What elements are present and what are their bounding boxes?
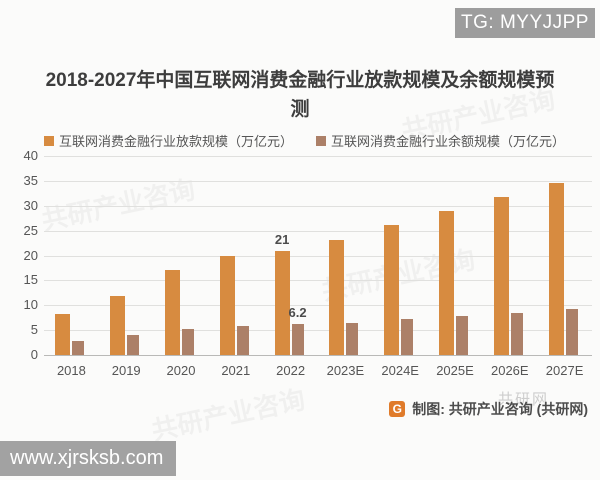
tg-watermark-badge: TG: MYYJJPP bbox=[455, 8, 595, 38]
x-axis-tick-label: 2023E bbox=[326, 363, 365, 378]
bar-loan-2024E bbox=[384, 225, 400, 355]
gridline bbox=[44, 330, 592, 332]
x-axis-tick-label: 2025E bbox=[436, 363, 474, 378]
bar-loan-2020 bbox=[165, 270, 180, 355]
bar-balance-2025E bbox=[456, 315, 468, 355]
x-axis-tick-label: 2024E bbox=[381, 363, 419, 378]
bar-loan-2022 bbox=[274, 250, 290, 355]
y-axis-tick-label: 0 bbox=[30, 347, 38, 362]
bar-balance-2024E bbox=[401, 319, 414, 355]
chart-credit-footer: G 制图: 共研产业咨询 (共研网) bbox=[389, 399, 588, 419]
y-axis-tick-label: 15 bbox=[23, 272, 38, 288]
bar-balance-2023E bbox=[346, 322, 359, 355]
credit-text: 制图: 共研产业咨询 (共研网) bbox=[412, 401, 588, 417]
gridline bbox=[44, 280, 592, 282]
gridline bbox=[44, 180, 592, 182]
bar-loan-2018 bbox=[55, 314, 71, 355]
chart-title: 2018-2027年中国互联网消费金融行业放款规模及余额规模预测 bbox=[45, 70, 555, 120]
y-axis-tick-label: 30 bbox=[23, 197, 38, 213]
gongyan-logo-icon: G bbox=[389, 401, 406, 417]
legend: 互联网消费金融行业放款规模（万亿元） 互联网消费金融行业余额规模（万亿元） bbox=[0, 131, 600, 149]
x-axis-tick-label: 2020 bbox=[166, 363, 196, 378]
gridline bbox=[44, 305, 592, 307]
y-axis-tick-label: 5 bbox=[30, 322, 38, 338]
gridline bbox=[44, 205, 592, 207]
data-label-2022-s0: 21 bbox=[274, 231, 290, 247]
bar-balance-2021 bbox=[236, 326, 249, 355]
bar-balance-2022 bbox=[291, 324, 304, 355]
gridline bbox=[44, 255, 592, 257]
y-axis-tick-label: 40 bbox=[23, 148, 38, 163]
footer-watermark: 共研网 bbox=[498, 391, 550, 408]
bar-balance-2027E bbox=[565, 309, 578, 355]
x-axis-tick-label: 2021 bbox=[221, 363, 251, 378]
legend-label-balance: 互联网消费金融行业余额规模（万亿元） bbox=[331, 134, 566, 149]
bar-loan-2023E bbox=[329, 239, 345, 355]
x-axis-tick-label: 2019 bbox=[111, 363, 141, 378]
bar-loan-2025E bbox=[439, 210, 454, 355]
x-axis-line bbox=[44, 355, 592, 356]
bar-loan-2027E bbox=[548, 183, 564, 355]
bar-loan-2019 bbox=[110, 296, 126, 355]
legend-label-loan: 互联网消费金融行业放款规模（万亿元） bbox=[59, 134, 294, 149]
legend-item-loan-scale: 互联网消费金融行业放款规模（万亿元） bbox=[44, 131, 293, 150]
y-axis-tick-label: 35 bbox=[23, 172, 38, 188]
bar-loan-2021 bbox=[219, 255, 235, 355]
bar-balance-2026E bbox=[510, 312, 523, 355]
website-watermark-bar: www.xjrsksb.com bbox=[0, 441, 176, 476]
bar-balance-2020 bbox=[182, 329, 194, 355]
y-axis-tick-label: 10 bbox=[23, 297, 38, 313]
y-axis-tick-label: 20 bbox=[23, 247, 38, 263]
gridline bbox=[44, 230, 592, 232]
x-axis-tick-label: 2026E bbox=[490, 363, 529, 378]
bar-loan-2026E bbox=[493, 197, 509, 355]
legend-swatch-balance bbox=[316, 135, 326, 146]
gridline bbox=[44, 156, 592, 157]
y-axis-tick-label: 25 bbox=[23, 222, 38, 238]
legend-swatch-loan bbox=[44, 135, 54, 146]
bar-balance-2019 bbox=[127, 335, 140, 355]
data-label-2022-s1: 6.2 bbox=[288, 305, 307, 321]
x-axis-tick-label: 2027E bbox=[545, 363, 584, 378]
legend-item-balance-scale: 互联网消费金融行业余额规模（万亿元） bbox=[316, 131, 565, 150]
x-axis-tick-label: 2022 bbox=[276, 363, 306, 378]
bar-balance-2018 bbox=[72, 341, 85, 355]
x-axis-tick-label: 2018 bbox=[56, 363, 86, 378]
